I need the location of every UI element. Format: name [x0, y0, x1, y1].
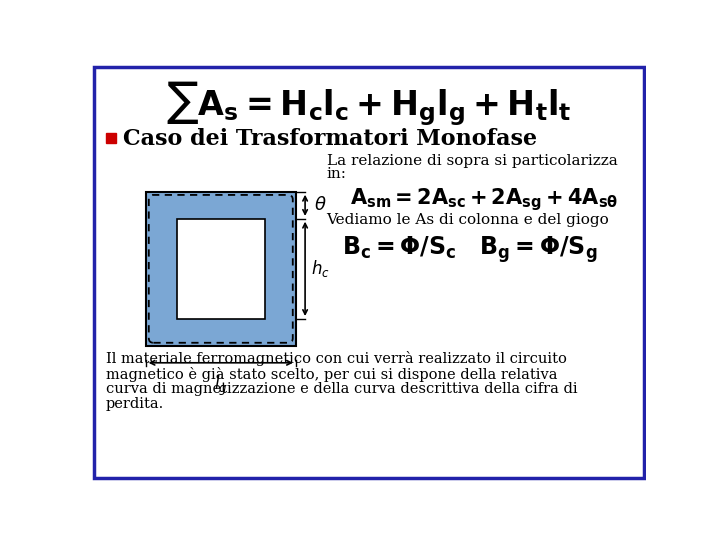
Text: perdita.: perdita.	[106, 397, 164, 411]
Text: La relazione di sopra si particolarizza: La relazione di sopra si particolarizza	[327, 154, 618, 168]
Text: $\mathbf{B_c=\Phi/S_c\quad B_g=\Phi/S_g}$: $\mathbf{B_c=\Phi/S_c\quad B_g=\Phi/S_g}…	[342, 234, 598, 265]
Bar	[145, 192, 296, 346]
Bar	[176, 219, 265, 319]
Bar	[106, 133, 116, 143]
Text: $l_g$: $l_g$	[214, 374, 228, 398]
Text: Il materiale ferromagnetico con cui verrà realizzato il circuito: Il materiale ferromagnetico con cui verr…	[106, 351, 567, 366]
FancyBboxPatch shape	[94, 67, 644, 478]
Text: in:: in:	[327, 167, 346, 181]
Text: $h_c$: $h_c$	[311, 258, 330, 279]
Text: Vediamo le As di colonna e del giogo: Vediamo le As di colonna e del giogo	[327, 213, 609, 227]
Text: magnetico è già stato scelto, per cui si dispone della relativa: magnetico è già stato scelto, per cui si…	[106, 367, 557, 382]
Text: $\sum\mathbf{A_s = H_cl_c + H_gl_g + H_tl_t}$: $\sum\mathbf{A_s = H_cl_c + H_gl_g + H_t…	[166, 79, 572, 127]
Text: $\mathbf{A_{sm}=2A_{sc}+2A_{sg}+4A_{s\theta}}$: $\mathbf{A_{sm}=2A_{sc}+2A_{sg}+4A_{s\th…	[350, 186, 618, 213]
Text: Caso dei Trasformatori Monofase: Caso dei Trasformatori Monofase	[122, 128, 536, 150]
Text: curva di magnetizzazione e della curva descrittiva della cifra di: curva di magnetizzazione e della curva d…	[106, 382, 577, 396]
Text: $\theta$: $\theta$	[315, 197, 327, 214]
